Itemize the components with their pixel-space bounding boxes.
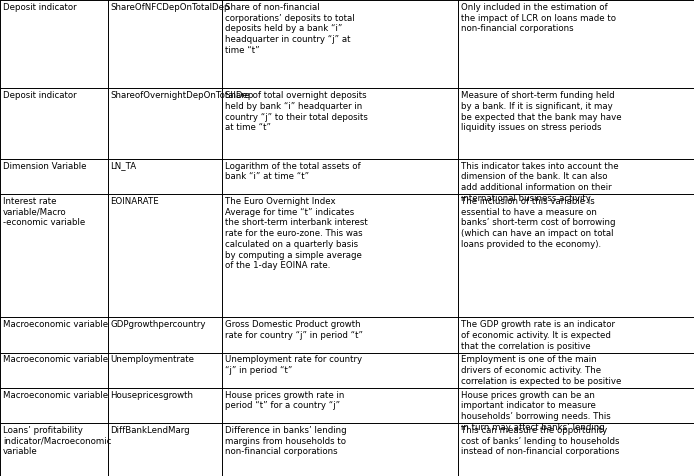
Text: Unemployment rate for country
“j” in period “t”: Unemployment rate for country “j” in per…	[225, 356, 362, 375]
Text: This can measure the opportunity
cost of banks’ lending to households
instead of: This can measure the opportunity cost of…	[461, 426, 619, 456]
Text: This indicator takes into account the
dimension of the bank. It can also
add add: This indicator takes into account the di…	[461, 161, 618, 203]
Text: LN_TA: LN_TA	[110, 161, 137, 170]
Text: EOINARATE: EOINARATE	[110, 197, 159, 206]
Text: Measure of short-term funding held
by a bank. If it is significant, it may
be ex: Measure of short-term funding held by a …	[461, 91, 621, 132]
Text: Difference in banks’ lending
margins from households to
non-financial corporatio: Difference in banks’ lending margins fro…	[225, 426, 346, 456]
Text: Share of non-financial
corporations’ deposits to total
deposits held by a bank “: Share of non-financial corporations’ dep…	[225, 3, 355, 55]
Text: Macroeconomic variable: Macroeconomic variable	[3, 391, 108, 400]
Text: ShareOfNFCDepOnTotalDep: ShareOfNFCDepOnTotalDep	[110, 3, 230, 12]
Text: Employment is one of the main
drivers of economic activity. The
correlation is e: Employment is one of the main drivers of…	[461, 356, 621, 386]
Text: Loans’ profitability
indicator/Macroeconomic
variable: Loans’ profitability indicator/Macroecon…	[3, 426, 111, 456]
Text: Macroeconomic variable: Macroeconomic variable	[3, 356, 108, 365]
Text: GDPgrowthpercountry: GDPgrowthpercountry	[110, 320, 206, 329]
Text: The GDP growth rate is an indicator
of economic activity. It is expected
that th: The GDP growth rate is an indicator of e…	[461, 320, 615, 351]
Text: House prices growth rate in
period “t” for a country “j”: House prices growth rate in period “t” f…	[225, 391, 344, 410]
Text: Logarithm of the total assets of
bank “i” at time “t”: Logarithm of the total assets of bank “i…	[225, 161, 360, 181]
Text: Deposit indicator: Deposit indicator	[3, 91, 76, 100]
Text: Only included in the estimation of
the impact of LCR on loans made to
non-financ: Only included in the estimation of the i…	[461, 3, 616, 33]
Text: DiffBankLendMarg: DiffBankLendMarg	[110, 426, 190, 435]
Text: Macroeconomic variable: Macroeconomic variable	[3, 320, 108, 329]
Text: Gross Domestic Product growth
rate for country “j” in period “t”: Gross Domestic Product growth rate for c…	[225, 320, 363, 340]
Text: Unemploymentrate: Unemploymentrate	[110, 356, 194, 365]
Text: Dimension Variable: Dimension Variable	[3, 161, 86, 170]
Text: Interest rate
variable/Macro
-economic variable: Interest rate variable/Macro -economic v…	[3, 197, 85, 227]
Text: The inclusion of this variable is
essential to have a measure on
banks’ short-te: The inclusion of this variable is essent…	[461, 197, 616, 249]
Text: Deposit indicator: Deposit indicator	[3, 3, 76, 12]
Text: House prices growth can be an
important indicator to measure
households’ borrowi: House prices growth can be an important …	[461, 391, 611, 432]
Text: Share of total overnight deposits
held by bank “i” headquarter in
country “j” to: Share of total overnight deposits held b…	[225, 91, 368, 132]
Text: ShareofOvernightDepOnTotalDep: ShareofOvernightDepOnTotalDep	[110, 91, 254, 100]
Text: The Euro Overnight Index
Average for time “t” indicates
the short-term interbank: The Euro Overnight Index Average for tim…	[225, 197, 368, 270]
Text: Housepricesgrowth: Housepricesgrowth	[110, 391, 194, 400]
